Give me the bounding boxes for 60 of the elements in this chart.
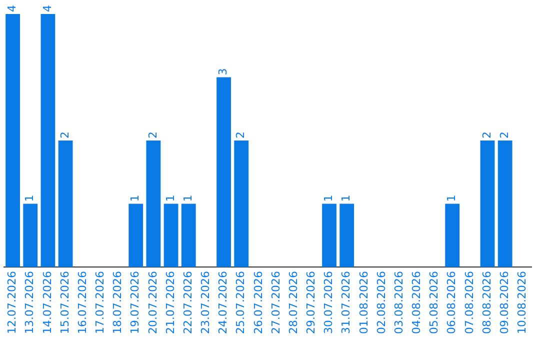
x-tick-label: 29.07.2026 — [304, 271, 318, 334]
data-label: 2 — [498, 132, 511, 139]
data-label: 2 — [234, 132, 248, 139]
data-label: 4 — [40, 5, 54, 12]
data-label: 1 — [181, 194, 194, 202]
x-tick-label: 24.07.2026 — [216, 271, 230, 334]
x-tick-label: 06.08.2026 — [445, 271, 458, 334]
data-label: 1 — [340, 194, 353, 202]
x-tick-label: 23.07.2026 — [199, 271, 212, 334]
bar — [340, 204, 354, 268]
bar — [58, 140, 73, 268]
data-label: 1 — [322, 194, 336, 202]
x-tick-label: 20.07.2026 — [146, 271, 160, 334]
x-tick-label: 21.07.2026 — [164, 271, 177, 334]
data-label: 2 — [146, 132, 160, 139]
bar — [146, 140, 161, 268]
x-tick-label: 10.08.2026 — [516, 271, 529, 334]
x-tick-label: 09.08.2026 — [498, 271, 511, 334]
bar — [181, 204, 196, 268]
data-label: 3 — [216, 68, 230, 76]
x-tick-label: 14.07.2026 — [40, 271, 54, 334]
bar — [498, 140, 512, 268]
x-tick-label: 30.07.2026 — [322, 271, 336, 334]
bar — [128, 204, 144, 268]
bar — [40, 14, 56, 268]
x-tick-label: 19.07.2026 — [128, 271, 142, 334]
data-label: 1 — [445, 194, 458, 202]
data-label: 4 — [6, 5, 19, 12]
x-tick-label: 05.08.2026 — [428, 271, 441, 334]
bar — [6, 14, 20, 268]
x-tick-label: 15.07.2026 — [58, 271, 72, 334]
x-tick-label: 26.07.2026 — [252, 271, 265, 334]
x-tick-label: 16.07.2026 — [76, 271, 89, 334]
x-tick-label: 07.08.2026 — [462, 271, 476, 334]
data-label: 1 — [128, 194, 142, 202]
bar — [23, 204, 38, 268]
x-tick-label: 17.07.2026 — [94, 271, 107, 334]
x-tick-label: 25.07.2026 — [234, 271, 248, 334]
bar — [216, 77, 231, 268]
data-label: 2 — [480, 132, 494, 139]
bar — [445, 204, 460, 268]
data-label: 1 — [164, 194, 177, 202]
x-tick-label: 02.08.2026 — [374, 271, 388, 334]
x-tick-label: 18.07.2026 — [111, 271, 124, 334]
data-label: 1 — [23, 194, 36, 202]
x-tick-label: 03.08.2026 — [392, 271, 406, 334]
x-tick-label: 22.07.2026 — [181, 271, 194, 334]
x-tick-label: 12.07.2026 — [6, 271, 19, 334]
x-tick-label: 13.07.2026 — [23, 271, 36, 334]
bar — [322, 204, 336, 268]
x-tick-label: 27.07.2026 — [269, 271, 282, 334]
x-tick-label: 31.07.2026 — [340, 271, 353, 334]
x-tick-label: 28.07.2026 — [286, 271, 300, 334]
x-tick-label: 01.08.2026 — [357, 271, 370, 334]
x-tick-label: 08.08.2026 — [480, 271, 494, 334]
bar — [164, 204, 178, 268]
x-tick-label: 04.08.2026 — [410, 271, 424, 334]
data-label: 2 — [58, 132, 72, 139]
bar — [234, 140, 249, 268]
bar — [480, 140, 495, 268]
